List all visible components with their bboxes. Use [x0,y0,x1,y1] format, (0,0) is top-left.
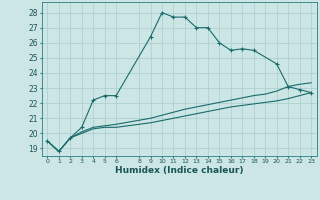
X-axis label: Humidex (Indice chaleur): Humidex (Indice chaleur) [115,166,244,175]
